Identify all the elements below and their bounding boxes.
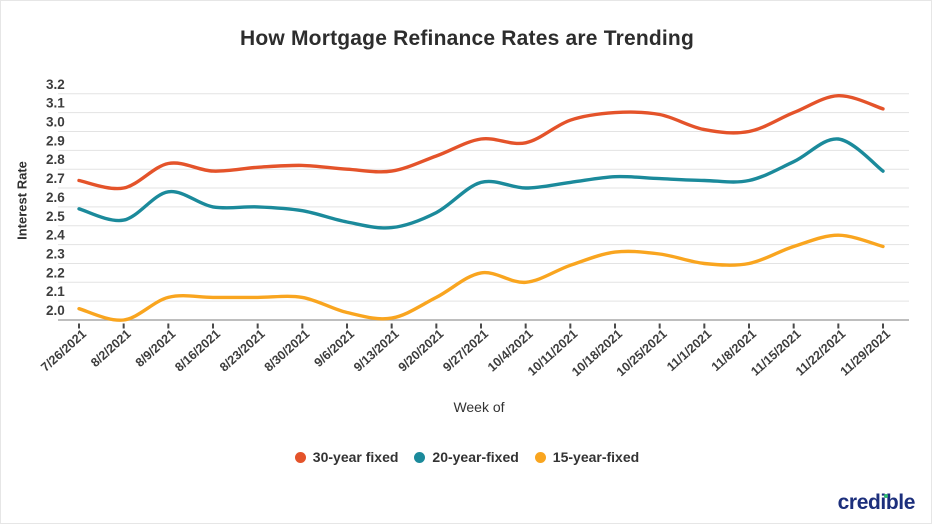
y-tick-label: 2.6: [46, 190, 65, 205]
y-tick-label: 3.2: [46, 77, 65, 92]
y-tick-label: 2.5: [46, 209, 65, 224]
chart-title: How Mortgage Refinance Rates are Trendin…: [240, 27, 694, 50]
legend-item-15-year-fixed: 15-year-fixed: [534, 449, 640, 465]
x-tick-label: 8/30/2021: [262, 327, 313, 375]
x-tick-label: 8/23/2021: [217, 327, 268, 375]
x-tick-label: 8/9/2021: [133, 327, 179, 370]
y-tick-label: 2.4: [46, 228, 65, 243]
x-tick-label: 9/20/2021: [396, 327, 447, 375]
y-tick-label: 2.2: [46, 265, 65, 280]
legend-label: 20-year-fixed: [432, 449, 519, 465]
y-tick-label: 3.0: [46, 115, 65, 130]
credible-logo-text: credible: [837, 491, 916, 514]
chart-legend: 30-year fixed 20-year-fixed 15-year-fixe…: [1, 449, 931, 465]
credible-logo-green-dot: [884, 494, 889, 498]
y-tick-label: 3.1: [46, 96, 65, 111]
x-tick-label: 9/27/2021: [440, 327, 491, 375]
legend-dot-20-year-fixed: [414, 451, 426, 463]
x-tick-label: 8/2/2021: [88, 327, 134, 370]
y-tick-label: 2.1: [46, 284, 65, 299]
y-tick-label: 2.8: [46, 152, 65, 167]
x-tick-label: 11/29/2021: [838, 327, 893, 379]
legend-dot-15-year-fixed: [534, 451, 546, 463]
x-tick-label: 11/1/2021: [664, 327, 714, 374]
credible-logo: credible: [837, 491, 916, 517]
x-tick-label: 7/26/2021: [38, 327, 89, 375]
legend-item-30-year-fixed: 30-year fixed: [294, 449, 399, 465]
y-tick-label: 2.0: [46, 303, 65, 318]
x-tick-label: 9/13/2021: [351, 327, 402, 375]
x-tick-label: 9/6/2021: [311, 327, 357, 370]
legend-dot-30-year-fixed: [294, 451, 306, 463]
y-tick-label: 2.9: [46, 133, 65, 148]
series-line-30-year-fixed: [77, 93, 885, 191]
y-axis-title: Interest Rate: [14, 161, 30, 240]
series-line-15-year-fixed: [77, 233, 885, 322]
y-tick-label: 2.3: [46, 246, 65, 261]
x-axis-title: Week of: [453, 399, 505, 415]
x-tick-label: 8/16/2021: [172, 327, 223, 375]
legend-label: 15-year-fixed: [552, 449, 640, 465]
legend-label: 30-year fixed: [312, 449, 399, 465]
series-line-20-year-fixed: [77, 137, 885, 230]
y-tick-label: 2.7: [46, 171, 65, 186]
line-chart-plot: 3.2 3.1 3.0 2.9 2.8 2.7 2.6 2.5 2.4 2.3 2.2 2.1 2.0 7…: [38, 77, 909, 379]
legend-item-20-year-fixed: 20-year-fixed: [414, 449, 519, 465]
